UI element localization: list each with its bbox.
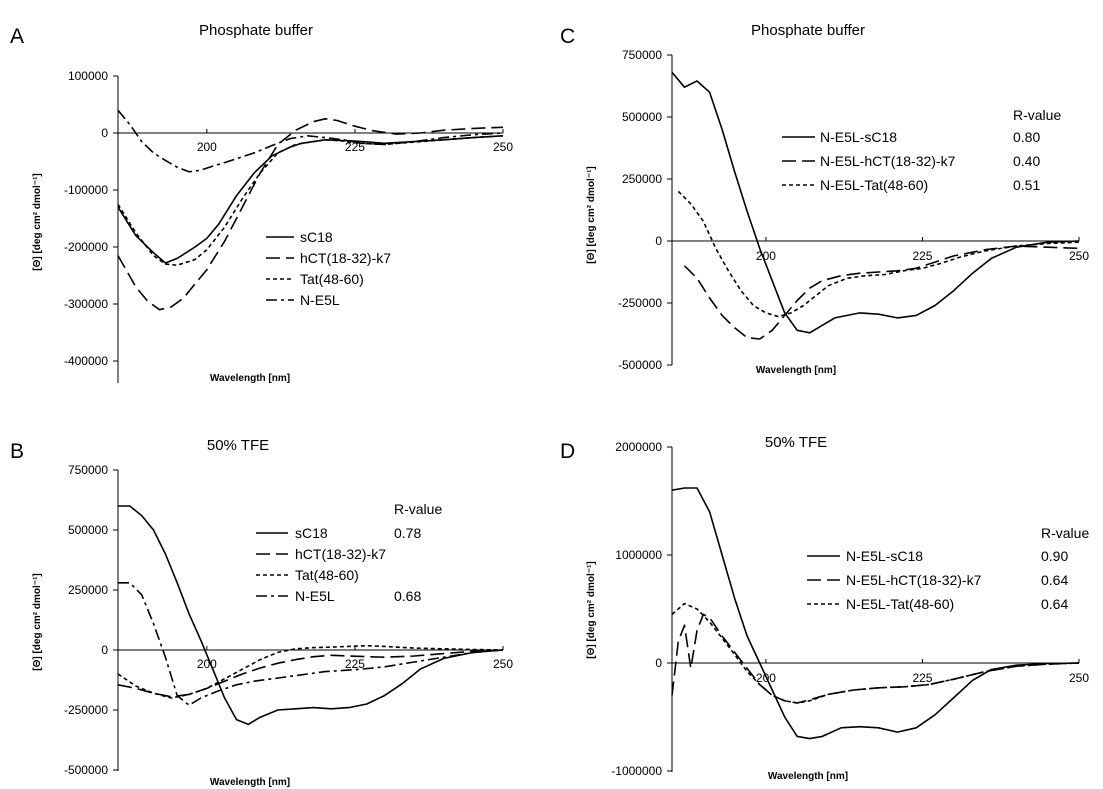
- panel-title: 50% TFE: [765, 434, 827, 451]
- panel-a: A Phosphate buffer [Θ] [deg cm² dmol⁻¹] …: [10, 22, 513, 384]
- legend-label: hCT(18-32)-k7: [295, 546, 386, 562]
- legend-label: N-E5L-Tat(48-60): [846, 596, 954, 612]
- legend-label: N-E5L-sC18: [820, 129, 897, 145]
- x-tick-label: 225: [345, 657, 365, 671]
- panel-letter: C: [560, 25, 575, 48]
- r-value: 0.90: [1041, 548, 1068, 564]
- r-value-header: R-value: [1041, 525, 1089, 541]
- r-value: 0.40: [1013, 153, 1040, 169]
- x-tick-label: 200: [197, 140, 217, 154]
- legend-label: sC18: [295, 525, 328, 541]
- r-value: 0.64: [1041, 596, 1068, 612]
- x-axis-label: Wavelength [nm]: [756, 365, 836, 376]
- y-tick-label: -500000: [64, 763, 108, 777]
- plot-area: [117, 109, 504, 311]
- series-line: [117, 644, 504, 699]
- y-tick-label: 750000: [68, 463, 108, 477]
- legend-label: N-E5L-Tat(48-60): [820, 177, 928, 193]
- panel-b: B 50% TFE [Θ] [deg cm² dmol⁻¹] Wavelengt…: [10, 437, 513, 788]
- y-tick-label: 750000: [622, 48, 662, 62]
- y-tick-label: -400000: [64, 354, 108, 368]
- series-line: [671, 487, 1080, 740]
- panel-c: C Phosphate buffer [Θ] [deg cm² dmol⁻¹] …: [560, 22, 1089, 376]
- panel-letter: B: [10, 440, 24, 463]
- y-tick-label: -250000: [64, 703, 108, 717]
- y-axis-label: [Θ] [deg cm² dmol⁻¹]: [32, 573, 43, 671]
- panel-title: Phosphate buffer: [199, 22, 313, 39]
- x-axis-label: Wavelength [nm]: [210, 373, 290, 384]
- series-line: [117, 118, 504, 311]
- y-tick-label: 0: [101, 643, 108, 657]
- series-line: [677, 190, 1080, 318]
- legend: N-E5L-sC18 0.80 N-E5L-hCT(18-32)-k7 0.40 N-E…: [782, 129, 1040, 193]
- x-axis-label: Wavelength [nm]: [210, 777, 290, 788]
- r-value-header: R-value: [394, 501, 442, 517]
- panel-letter: A: [10, 25, 24, 48]
- y-tick-label: 100000: [68, 69, 108, 83]
- r-value: 0.51: [1013, 177, 1040, 193]
- y-tick-label: 2000000: [615, 440, 662, 454]
- series-line: [118, 582, 504, 706]
- x-tick-label: 200: [197, 657, 217, 671]
- series-line: [118, 505, 504, 726]
- y-axis-label: [Θ] [deg cm² dmol⁻¹]: [32, 173, 43, 271]
- r-value: 0.68: [394, 588, 421, 604]
- r-value-header: R-value: [1013, 107, 1061, 123]
- plot-area: [671, 71, 1080, 340]
- y-tick-label: -100000: [64, 183, 108, 197]
- legend: N-E5L-sC18 0.90 N-E5L-hCT(18-32)-k7 0.64 N-E…: [807, 548, 1068, 612]
- y-axis-label: [Θ] [deg cm² dmol⁻¹]: [586, 166, 597, 264]
- y-tick-label: -200000: [64, 240, 108, 254]
- y-tick-label: -500000: [618, 358, 662, 372]
- legend-label: N-E5L: [295, 588, 335, 604]
- panel-title: Phosphate buffer: [751, 22, 865, 39]
- x-tick-label: 250: [493, 657, 513, 671]
- plot-area: [117, 505, 504, 726]
- x-tick-label: 200: [756, 249, 776, 263]
- legend-label: N-E5L-hCT(18-32)-k7: [820, 153, 956, 169]
- legend-label: N-E5L-sC18: [846, 548, 923, 564]
- y-tick-label: 0: [655, 656, 662, 670]
- legend: sC18 hCT(18-32)-k7 Tat(48-60) N-E5L: [266, 229, 391, 308]
- y-tick-label: -250000: [618, 296, 662, 310]
- y-tick-label: 500000: [622, 110, 662, 124]
- legend-label: N-E5L-hCT(18-32)-k7: [846, 572, 982, 588]
- plot-area: [671, 487, 1080, 740]
- panel-title: 50% TFE: [207, 437, 269, 454]
- x-tick-label: 250: [1069, 671, 1089, 685]
- y-tick-label: -1000000: [611, 764, 662, 778]
- y-tick-label: 500000: [68, 523, 108, 537]
- y-axis-label: [Θ] [deg cm² dmol⁻¹]: [586, 561, 597, 659]
- y-tick-label: 250000: [68, 583, 108, 597]
- x-axis-label: Wavelength [nm]: [768, 771, 848, 782]
- r-value: 0.64: [1041, 572, 1068, 588]
- series-line: [683, 245, 1080, 340]
- legend-label: Tat(48-60): [300, 271, 364, 287]
- series-line: [671, 71, 1080, 334]
- y-tick-label: 1000000: [615, 548, 662, 562]
- y-tick-label: 0: [655, 234, 662, 248]
- legend-label: hCT(18-32)-k7: [300, 250, 391, 266]
- y-tick-label: 250000: [622, 172, 662, 186]
- legend: sC18 0.78 hCT(18-32)-k7 Tat(48-60) N-E5L 0.68: [256, 525, 421, 604]
- r-value: 0.80: [1013, 129, 1040, 145]
- series-line: [671, 602, 1080, 704]
- series-line: [117, 109, 504, 173]
- y-tick-label: 0: [101, 126, 108, 140]
- panel-d: D 50% TFE [Θ] [deg cm² dmol⁻¹] Wavelengt…: [560, 434, 1089, 782]
- legend-label: N-E5L: [300, 292, 340, 308]
- legend-label: Tat(48-60): [295, 567, 359, 583]
- x-tick-label: 250: [493, 140, 513, 154]
- x-tick-label: 250: [1069, 249, 1089, 263]
- x-tick-label: 225: [912, 671, 932, 685]
- r-value: 0.78: [394, 525, 421, 541]
- x-tick-label: 225: [912, 249, 932, 263]
- y-tick-label: -300000: [64, 297, 108, 311]
- panel-letter: D: [560, 440, 575, 463]
- legend-label: sC18: [300, 229, 333, 245]
- axis-ticks: 750000 500000 250000 0 -250000 -500000 200 225 2…: [64, 463, 513, 777]
